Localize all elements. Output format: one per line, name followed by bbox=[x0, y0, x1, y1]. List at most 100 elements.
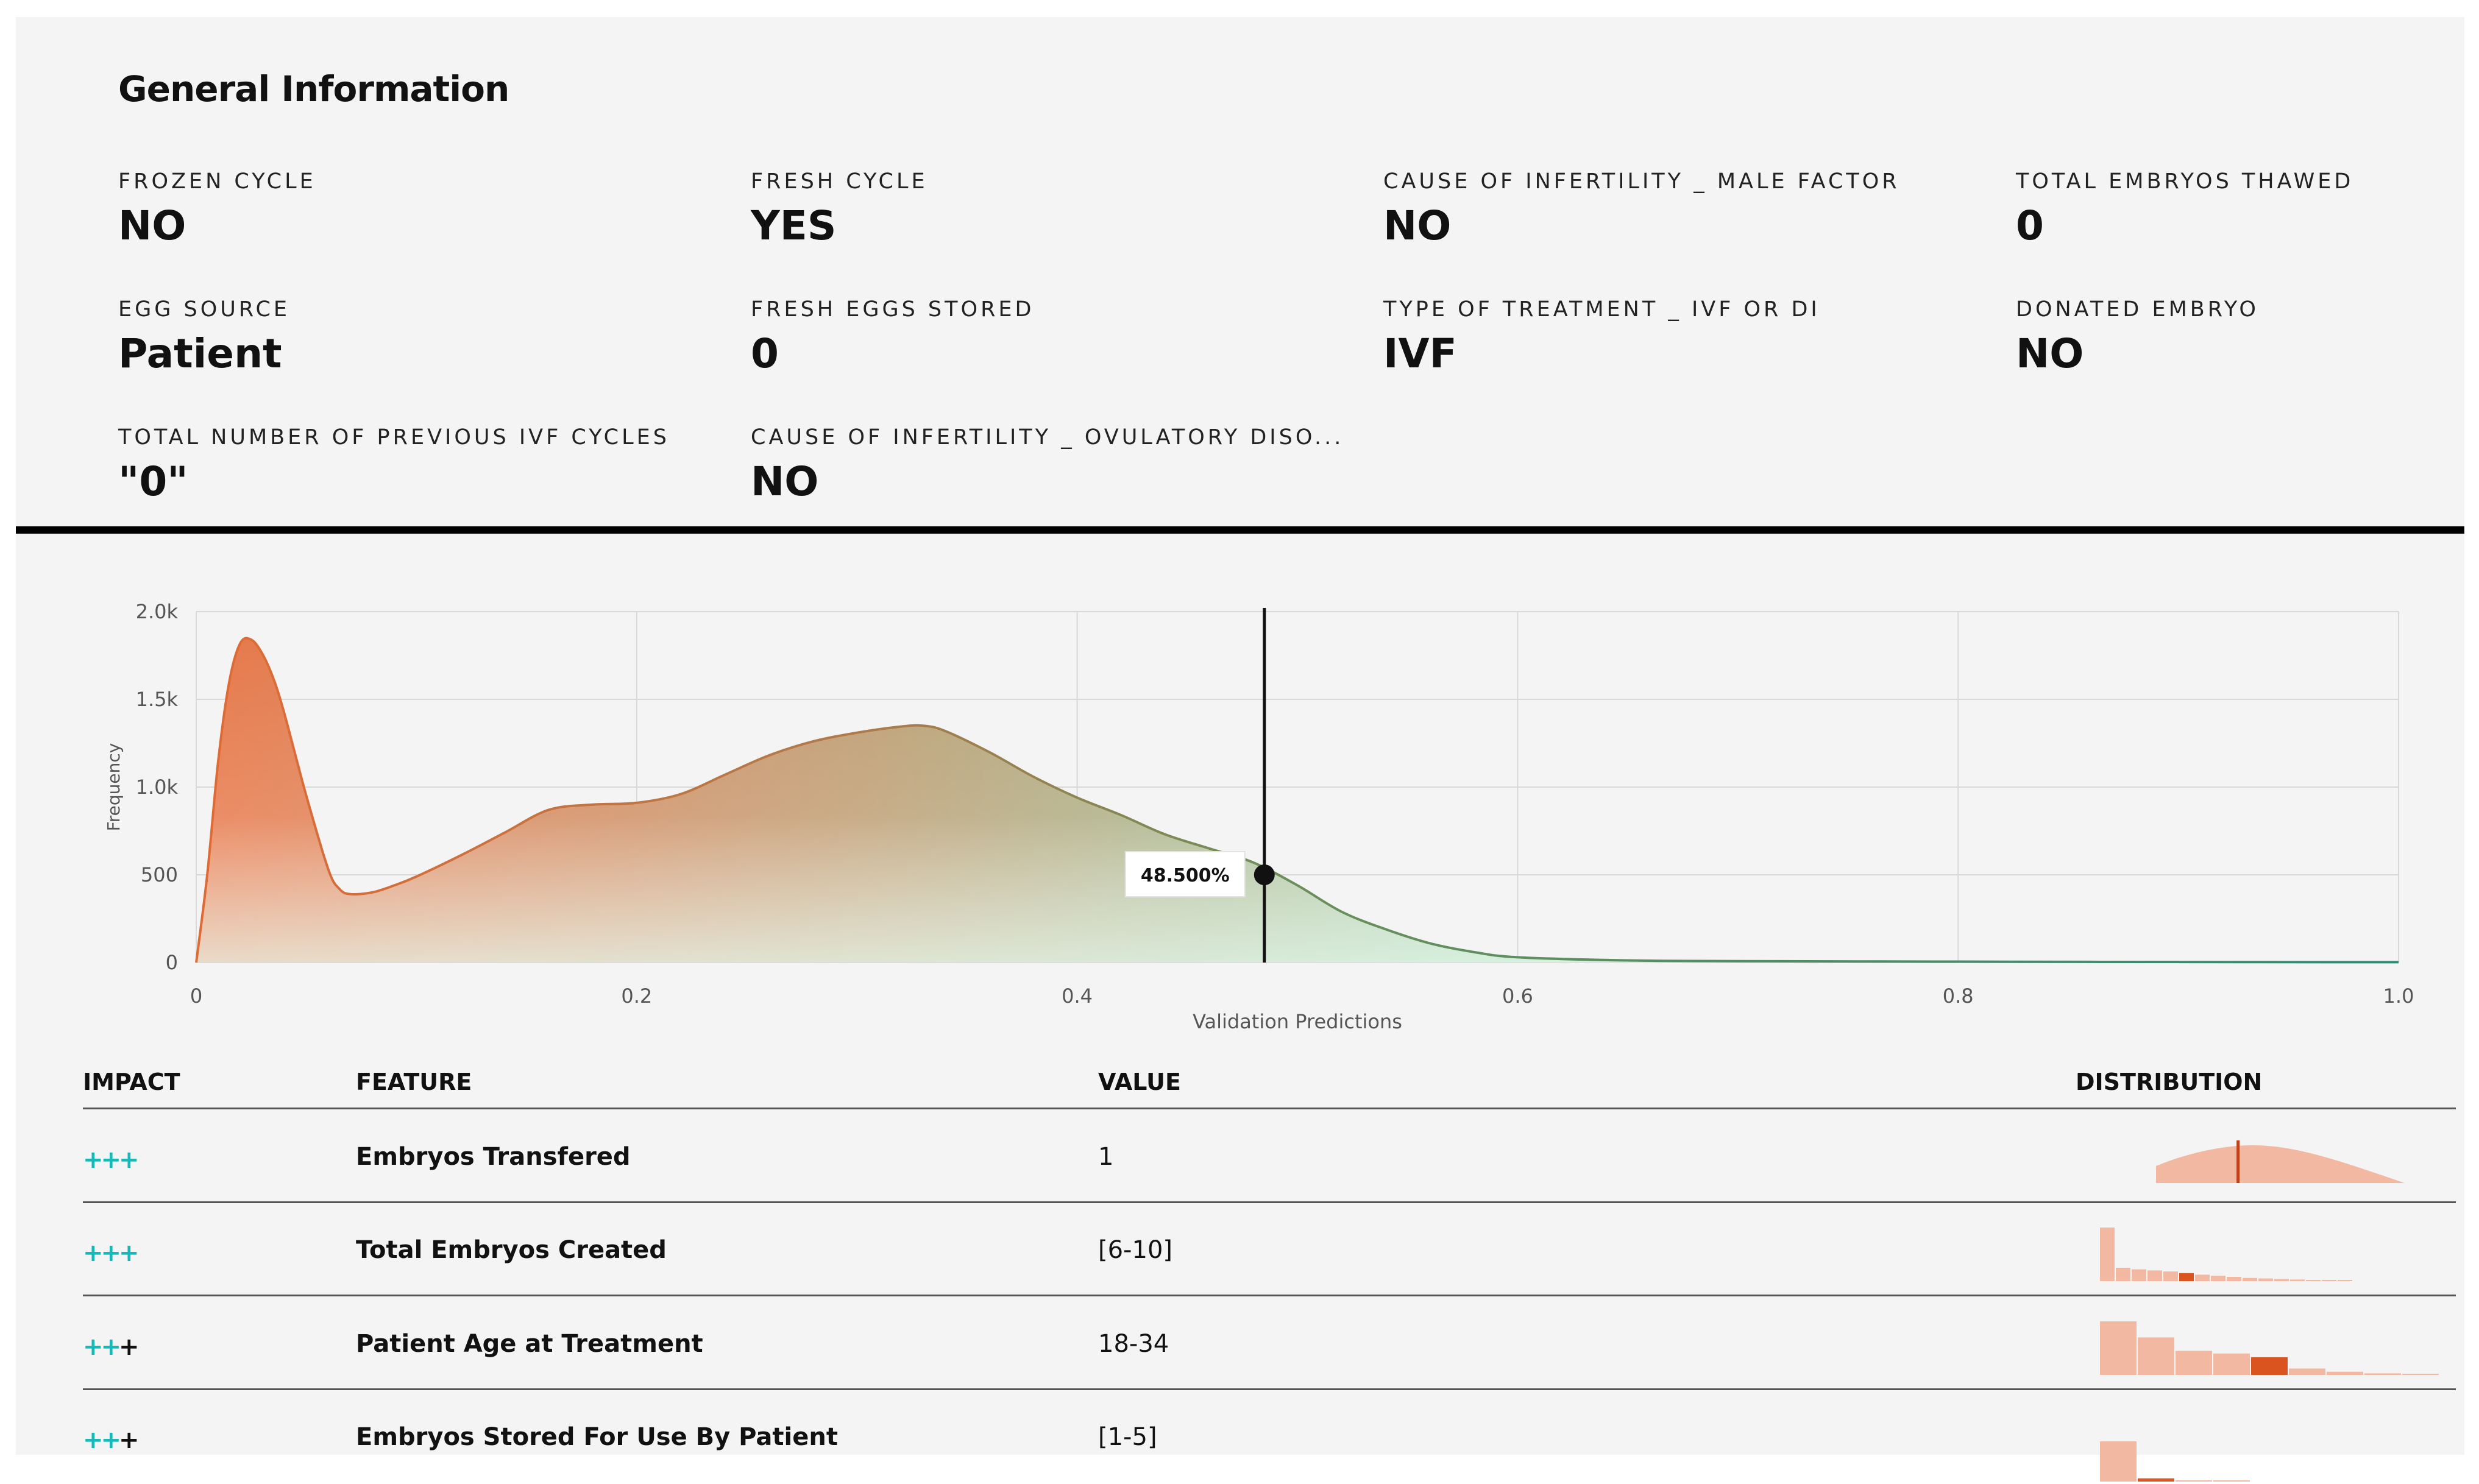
distribution-bar bbox=[2100, 1321, 2137, 1375]
field-label: CAUSE OF INFERTILITY _ MALE FACTOR bbox=[1383, 169, 1900, 194]
impact-indicator: +++ bbox=[83, 1239, 139, 1267]
x-tick-label: 0.2 bbox=[621, 984, 652, 1008]
distribution-header: DISTRIBUTION bbox=[2076, 1069, 2263, 1095]
distribution-bar bbox=[2290, 1279, 2305, 1281]
distribution-bar bbox=[2402, 1374, 2439, 1375]
distribution-curve-shape bbox=[2156, 1145, 2405, 1183]
y-tick-label: 0 bbox=[166, 951, 178, 974]
field-value: NO bbox=[2016, 330, 2084, 377]
field-label: EGG SOURCE bbox=[118, 297, 290, 322]
distribution-bar bbox=[2116, 1268, 2130, 1281]
field-label: DONATED EMBRYO bbox=[2016, 297, 2259, 322]
field-frozen-cycle: FROZEN CYCLE NO bbox=[118, 169, 316, 249]
distribution-bar bbox=[2147, 1270, 2162, 1281]
x-tick-label: 0.6 bbox=[1502, 984, 1533, 1008]
table-row[interactable]: +++ Embryos Stored For Use By Patient [1-5… bbox=[16, 1393, 2464, 1484]
distribution-bar bbox=[2163, 1271, 2178, 1281]
field-fresh-cycle: FRESH CYCLE YES bbox=[751, 169, 928, 249]
distribution-curve bbox=[195, 637, 2399, 964]
distribution-highlight-bar bbox=[2138, 1478, 2174, 1482]
y-tick-label: 1.5k bbox=[136, 688, 179, 711]
field-donated-embryo: DONATED EMBRYO NO bbox=[2016, 297, 2259, 377]
prediction-label-box bbox=[1124, 851, 1246, 897]
table-row[interactable]: +++ Total Embryos Created [6-10] bbox=[16, 1206, 2464, 1297]
distribution-sparkline bbox=[2100, 1441, 2250, 1482]
field-label: TOTAL NUMBER OF PREVIOUS IVF CYCLES bbox=[118, 425, 670, 450]
feature-name: Patient Age at Treatment bbox=[356, 1330, 703, 1358]
distribution-bar bbox=[2213, 1480, 2250, 1482]
impact-indicator: +++ bbox=[83, 1426, 139, 1454]
y-axis-label: Frequency bbox=[104, 743, 124, 832]
distribution-bar bbox=[2195, 1274, 2210, 1281]
field-label: FRESH EGGS STORED bbox=[751, 297, 1035, 322]
value-header: VALUE bbox=[1098, 1069, 1181, 1095]
prediction-marker-dot[interactable] bbox=[1254, 864, 1275, 885]
distribution-bar bbox=[2100, 1228, 2115, 1281]
distribution-highlight-bar bbox=[2251, 1357, 2288, 1375]
feature-value: [6-10] bbox=[1098, 1236, 1172, 1264]
table-row[interactable]: +++ Patient Age at Treatment 18-34 bbox=[16, 1299, 2464, 1391]
feature-name: Total Embryos Created bbox=[356, 1236, 667, 1264]
field-fresh-eggs-stored: FRESH EGGS STORED 0 bbox=[751, 297, 1034, 377]
validation-predictions-chart: 0 500 1.0k 1.5k 2.0k 0 0.2 0.4 0.6 0.8 1.0 48.500… bbox=[104, 600, 2414, 1033]
distribution-bar bbox=[2138, 1337, 2174, 1375]
y-axis-ticks: 0 500 1.0k 1.5k 2.0k bbox=[136, 600, 179, 974]
field-value: NO bbox=[118, 202, 186, 249]
field-value: NO bbox=[1383, 202, 1452, 249]
impact-indicator: +++ bbox=[83, 1146, 139, 1174]
x-axis-ticks: 0 0.2 0.4 0.6 0.8 1.0 bbox=[190, 984, 2414, 1008]
distribution-bar bbox=[2213, 1353, 2250, 1375]
distribution-bar bbox=[2289, 1368, 2325, 1375]
impact-header: IMPACT bbox=[83, 1069, 180, 1095]
impact-plus-icon: + bbox=[119, 1146, 139, 1174]
y-tick-label: 2.0k bbox=[136, 600, 179, 623]
distribution-bar bbox=[2322, 1280, 2336, 1281]
row-divider bbox=[83, 1388, 2456, 1390]
impact-plus-icon: + bbox=[83, 1333, 103, 1361]
feature-value: [1-5] bbox=[1098, 1423, 1157, 1451]
field-value: 0 bbox=[2016, 202, 2044, 249]
impact-plus-icon: + bbox=[119, 1239, 139, 1267]
field-label: TYPE OF TREATMENT _ IVF OR DI bbox=[1383, 297, 1820, 322]
prediction-label: 48.500% bbox=[1141, 865, 1230, 886]
x-tick-label: 0.4 bbox=[1062, 984, 1093, 1008]
distribution-bar bbox=[2176, 1351, 2212, 1375]
distribution-bar bbox=[2327, 1371, 2363, 1375]
field-label: FRESH CYCLE bbox=[751, 169, 928, 194]
field-cause-ovulatory-disorder: CAUSE OF INFERTILITY _ OVULATORY DISO...… bbox=[751, 425, 1344, 505]
distribution-sparkline bbox=[2156, 1140, 2405, 1183]
distribution-bar bbox=[2243, 1277, 2257, 1281]
field-previous-ivf-cycles: TOTAL NUMBER OF PREVIOUS IVF CYCLES "0" bbox=[118, 425, 670, 505]
field-value: IVF bbox=[1383, 330, 1457, 377]
x-tick-label: 0 bbox=[190, 984, 202, 1008]
table-row[interactable]: +++ Embryos Transfered 1 bbox=[16, 1112, 2464, 1204]
impact-plus-icon: + bbox=[101, 1333, 121, 1361]
distribution-area-fade bbox=[196, 638, 2399, 963]
field-total-embryos-thawed: TOTAL EMBRYOS THAWED 0 bbox=[2016, 169, 2353, 249]
x-axis-label: Validation Predictions bbox=[1193, 1010, 1402, 1033]
feature-name: Embryos Transfered bbox=[356, 1143, 631, 1171]
distribution-bar bbox=[2306, 1280, 2321, 1281]
field-value: YES bbox=[751, 202, 837, 249]
field-value: NO bbox=[751, 458, 819, 505]
impact-plus-icon: + bbox=[119, 1426, 139, 1454]
impact-indicator: +++ bbox=[83, 1333, 139, 1361]
x-tick-label: 0.8 bbox=[1943, 984, 1974, 1008]
distribution-bar bbox=[2274, 1279, 2289, 1281]
impact-plus-icon: + bbox=[119, 1333, 139, 1361]
impact-plus-icon: + bbox=[83, 1239, 103, 1267]
field-value: Patient bbox=[118, 330, 282, 377]
distribution-bar bbox=[2100, 1441, 2137, 1482]
distribution-highlight-bar bbox=[2179, 1273, 2194, 1281]
field-value: "0" bbox=[118, 458, 188, 505]
field-value: 0 bbox=[751, 330, 779, 377]
general-information-title: General Information bbox=[118, 68, 509, 110]
field-type-of-treatment: TYPE OF TREATMENT _ IVF OR DI IVF bbox=[1383, 297, 1820, 377]
row-divider bbox=[83, 1201, 2456, 1203]
distribution-bar bbox=[2211, 1276, 2225, 1281]
x-tick-label: 1.0 bbox=[2383, 984, 2414, 1008]
feature-name: Embryos Stored For Use By Patient bbox=[356, 1423, 838, 1451]
distribution-bar bbox=[2176, 1480, 2212, 1482]
impact-plus-icon: + bbox=[101, 1146, 121, 1174]
field-label: FROZEN CYCLE bbox=[118, 169, 316, 194]
